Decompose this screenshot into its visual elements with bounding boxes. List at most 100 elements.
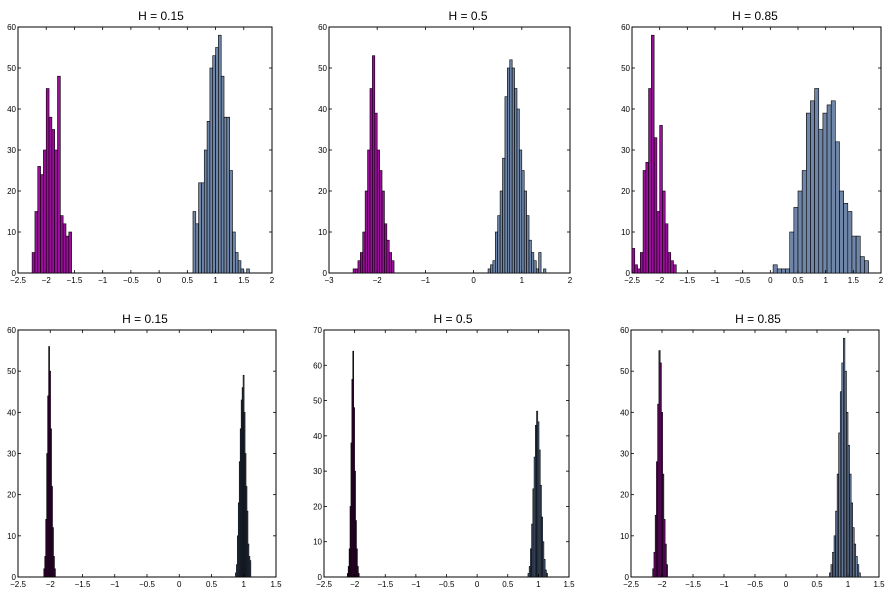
panel-5-series-1-bar xyxy=(357,566,359,578)
y-tick-label: 30 xyxy=(7,450,16,459)
x-tick-label: −2.5 xyxy=(624,276,640,285)
y-tick-label: 50 xyxy=(7,367,16,376)
panel-4-axes-box xyxy=(17,329,277,578)
x-tick-label: 0.5 xyxy=(811,580,823,589)
y-tick-label: 0 xyxy=(318,573,323,582)
panel-3-series-1-bar xyxy=(653,137,658,274)
panel-2-series-1-bar xyxy=(374,112,378,274)
x-tick-label: −1 xyxy=(710,276,720,285)
panel-1-series-2-bar xyxy=(192,211,197,274)
panel-2-series-1-bar xyxy=(369,88,373,274)
x-tick-label: 1 xyxy=(213,276,218,285)
panel-1-series-2-bar xyxy=(195,223,199,274)
x-tick-label: −0.5 xyxy=(439,580,455,589)
panel-3-series-2-bar xyxy=(826,104,832,274)
panel-1-series-2-bar xyxy=(198,182,202,274)
panel-3: H = 0.85−2.5 −2 −1.5 −1 −0.5 0 0.5 1 1.5 20102030… xyxy=(621,9,884,285)
panel-3-series-1-bar xyxy=(645,162,649,274)
panel-5-axes-box xyxy=(323,329,570,578)
panel-3-series-2-bar xyxy=(776,268,782,274)
y-tick-label: 30 xyxy=(621,146,630,155)
x-tick-label: 0 xyxy=(768,276,773,285)
panel-2-series-2-bar xyxy=(523,190,527,274)
panel-1-series-2-bar xyxy=(235,252,239,274)
panel-1-series-2-bar xyxy=(203,149,208,274)
panel-3-series-2-bar xyxy=(822,112,828,274)
panel-1-series-2-bar xyxy=(201,182,205,274)
x-tick-label: 1 xyxy=(520,276,525,285)
panel-2-series-2-bar xyxy=(507,67,511,274)
x-tick-label: −1 xyxy=(411,580,421,589)
panel-2-series-2-bar xyxy=(535,268,539,274)
x-tick-label: −0.5 xyxy=(735,276,751,285)
y-tick-label: 40 xyxy=(7,105,16,114)
panel-1-series-1-bar xyxy=(45,88,50,274)
x-tick-label: −2 xyxy=(42,276,52,285)
panel-3-series-2-bar xyxy=(835,141,840,274)
x-tick-label: 1.5 xyxy=(563,580,575,589)
panel-1-series-2-bar xyxy=(218,34,222,274)
panel-3-series-1-bar xyxy=(648,88,652,274)
y-tick-label: 0 xyxy=(625,573,630,582)
panel-1-series-1-bar xyxy=(65,235,70,274)
x-tick-label: 1 xyxy=(536,580,541,589)
panel-3-series-1-bar xyxy=(664,223,669,274)
panel-1-series-2-bar xyxy=(237,260,242,274)
y-tick-label: 50 xyxy=(318,64,327,73)
panel-1-series-1-bar xyxy=(51,129,55,274)
x-tick-label: −0.5 xyxy=(139,580,155,589)
x-tick-label: −1.5 xyxy=(679,276,695,285)
x-tick-label: 0.5 xyxy=(792,276,804,285)
panel-3-series-1-bar xyxy=(656,211,660,274)
panel-1-series-1-bar xyxy=(60,215,64,274)
x-tick-label: 1 xyxy=(846,580,851,589)
panel-3-series-2-bar xyxy=(772,264,778,274)
x-tick-label: 1.5 xyxy=(238,276,250,285)
y-tick-label: 10 xyxy=(7,532,16,541)
y-tick-label: 20 xyxy=(620,491,629,500)
x-tick-label: −1 xyxy=(421,276,431,285)
panel-1-series-2-bar xyxy=(229,170,233,274)
panel-1-series-1-bar xyxy=(31,252,36,274)
panel-2-series-1-bar xyxy=(355,268,359,274)
x-tick-label: 0 xyxy=(475,580,480,589)
y-tick-label: 0 xyxy=(12,573,17,582)
x-tick-label: −2 xyxy=(350,580,360,589)
panel-3-series-2-bar xyxy=(818,129,824,274)
x-tick-label: −2 xyxy=(655,276,665,285)
y-tick-label: 40 xyxy=(621,105,630,114)
x-tick-label: −1 xyxy=(110,580,120,589)
y-tick-label: 20 xyxy=(621,187,630,196)
panel-2-series-2-bar xyxy=(494,231,499,274)
panel-5-series-2-bar xyxy=(543,559,546,578)
panel-1-title: H = 0.15 xyxy=(138,9,184,23)
y-tick-label: 50 xyxy=(621,64,630,73)
y-tick-label: 10 xyxy=(621,228,630,237)
x-tick-label: −1 xyxy=(719,580,729,589)
panel-2-series-1-bar xyxy=(391,260,395,274)
panel-2-series-2-bar xyxy=(511,67,515,274)
y-tick-label: 30 xyxy=(620,450,629,459)
x-tick-label: −2.5 xyxy=(10,580,26,589)
panel-3-series-2-bar xyxy=(847,211,853,274)
x-tick-label: 2 xyxy=(568,276,573,285)
panel-3-series-1-bar xyxy=(631,248,636,274)
panel-1-series-1-bar xyxy=(34,211,39,274)
panel-6-series-2-bar xyxy=(856,564,860,578)
x-tick-label: 0 xyxy=(157,276,162,285)
y-tick-label: 50 xyxy=(620,367,629,376)
panel-1-series-1-bar xyxy=(40,174,44,274)
panel-4-series-2-bar xyxy=(249,560,252,578)
panel-5-title: H = 0.5 xyxy=(433,312,472,326)
panel-2-series-2-bar xyxy=(502,157,506,274)
panel-4-series-1-bar xyxy=(53,556,55,578)
panel-1-series-1-bar xyxy=(54,149,58,274)
y-tick-label: 60 xyxy=(318,23,327,32)
panel-2-series-1-bar xyxy=(379,170,383,274)
panel-2-series-2-bar xyxy=(521,170,525,274)
panel-2-series-1-bar xyxy=(362,231,366,274)
panel-2-series-2-bar xyxy=(490,264,494,274)
panel-2-title: H = 0.5 xyxy=(448,9,487,23)
y-tick-label: 50 xyxy=(7,64,16,73)
